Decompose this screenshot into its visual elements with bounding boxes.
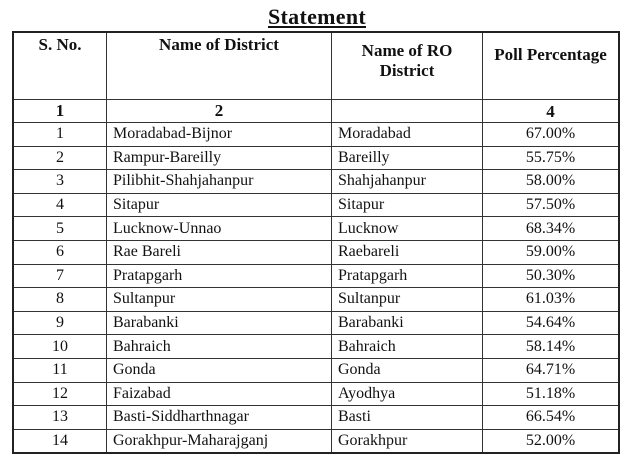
district-cell: Basti-Siddharthnagar xyxy=(106,405,332,430)
district-cell: Sitapur xyxy=(106,192,332,218)
header-poll-percentage: Poll Percentage xyxy=(482,31,620,100)
poll-percentage-cell: 54.64% xyxy=(482,310,620,336)
ro-district-cell: Moradabad xyxy=(331,122,483,147)
district-cell: Pratapgarh xyxy=(106,263,332,289)
header-s-no: S. No. xyxy=(12,31,107,100)
column-number xyxy=(331,99,483,123)
poll-percentage-cell: 68.34% xyxy=(482,216,620,241)
ro-district-cell: Sitapur xyxy=(331,192,483,218)
district-cell: Gonda xyxy=(106,357,332,383)
header-ro-district: Name of RO District xyxy=(331,31,483,100)
column-number-row: 1 2 4 xyxy=(12,99,620,123)
s-no-cell: 12 xyxy=(12,381,107,407)
poll-percentage-cell: 59.00% xyxy=(482,239,620,265)
district-cell: Sultanpur xyxy=(106,287,332,312)
table-row: 4 Sitapur Sitapur 57.50% xyxy=(12,192,620,218)
poll-percentage-cell: 51.18% xyxy=(482,381,620,407)
ro-district-cell: Basti xyxy=(331,405,483,430)
poll-percentage-cell: 58.14% xyxy=(482,334,620,359)
poll-percentage-cell: 50.30% xyxy=(482,263,620,289)
poll-percentage-cell: 61.03% xyxy=(482,287,620,312)
district-cell: Rae Bareli xyxy=(106,239,332,265)
district-cell: Faizabad xyxy=(106,381,332,407)
table-row: 5 Lucknow-Unnao Lucknow 68.34% xyxy=(12,216,620,241)
table-row: 7 Pratapgarh Pratapgarh 50.30% xyxy=(12,263,620,289)
s-no-cell: 4 xyxy=(12,192,107,218)
s-no-cell: 9 xyxy=(12,310,107,336)
district-cell: Lucknow-Unnao xyxy=(106,216,332,241)
district-cell: Rampur-Bareilly xyxy=(106,145,332,171)
s-no-cell: 13 xyxy=(12,405,107,430)
ro-district-cell: Bareilly xyxy=(331,145,483,171)
poll-percentage-cell: 57.50% xyxy=(482,192,620,218)
poll-percentage-cell: 58.00% xyxy=(482,169,620,194)
s-no-cell: 2 xyxy=(12,145,107,171)
s-no-cell: 1 xyxy=(12,122,107,147)
ro-district-cell: Shahjahanpur xyxy=(331,169,483,194)
column-number: 1 xyxy=(12,99,107,123)
table-row: 12 Faizabad Ayodhya 51.18% xyxy=(12,381,620,407)
district-cell: Barabanki xyxy=(106,310,332,336)
ro-district-cell: Sultanpur xyxy=(331,287,483,312)
ro-district-cell: Gonda xyxy=(331,357,483,383)
table-row: 8 Sultanpur Sultanpur 61.03% xyxy=(12,287,620,312)
poll-percentage-cell: 67.00% xyxy=(482,122,620,147)
ro-district-cell: Ayodhya xyxy=(331,381,483,407)
s-no-cell: 6 xyxy=(12,239,107,265)
ro-district-cell: Lucknow xyxy=(331,216,483,241)
ro-district-cell: Barabanki xyxy=(331,310,483,336)
poll-percentage-cell: 66.54% xyxy=(482,405,620,430)
column-number: 2 xyxy=(106,99,332,123)
table-row: 3 Pilibhit-Shahjahanpur Shahjahanpur 58.00% xyxy=(12,169,620,194)
poll-percentage-cell: 55.75% xyxy=(482,145,620,171)
document-title: Statement xyxy=(267,4,366,29)
ro-district-cell: Bahraich xyxy=(331,334,483,359)
ro-district-cell: Raebareli xyxy=(331,239,483,265)
s-no-cell: 11 xyxy=(12,357,107,383)
s-no-cell: 10 xyxy=(12,334,107,359)
district-cell: Pilibhit-Shahjahanpur xyxy=(106,169,332,194)
s-no-cell: 7 xyxy=(12,263,107,289)
table-row: 9 Barabanki Barabanki 54.64% xyxy=(12,310,620,336)
district-cell: Moradabad-Bijnor xyxy=(106,122,332,147)
table-row: 10 Bahraich Bahraich 58.14% xyxy=(12,334,620,359)
s-no-cell: 8 xyxy=(12,287,107,312)
table-row: 2 Rampur-Bareilly Bareilly 55.75% xyxy=(12,145,620,171)
ro-district-cell: Pratapgarh xyxy=(331,263,483,289)
poll-table: S. No. Name of District Name of RO Distr… xyxy=(12,31,620,454)
header-district: Name of District xyxy=(106,31,332,100)
table-row: 6 Rae Bareli Raebareli 59.00% xyxy=(12,239,620,265)
column-number: 4 xyxy=(482,99,620,123)
header-row: S. No. Name of District Name of RO Distr… xyxy=(12,31,620,100)
table-row: 11 Gonda Gonda 64.71% xyxy=(12,357,620,383)
poll-percentage-cell: 64.71% xyxy=(482,357,620,383)
s-no-cell: 3 xyxy=(12,169,107,194)
district-cell: Bahraich xyxy=(106,334,332,359)
s-no-cell: 5 xyxy=(12,216,107,241)
table-row: 1 Moradabad-Bijnor Moradabad 67.00% xyxy=(12,122,620,147)
table-row: 13 Basti-Siddharthnagar Basti 66.54% xyxy=(12,405,620,430)
